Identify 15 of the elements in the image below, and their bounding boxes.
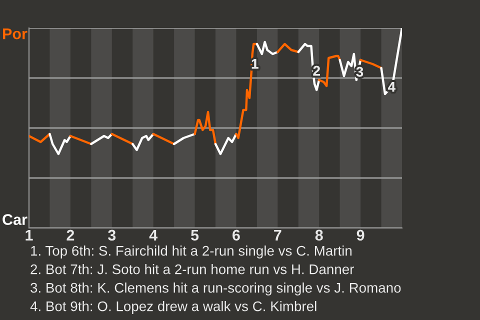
- text: Por: [3, 28, 28, 40]
- text: 2. Bot 7th: J. Soto hit a 2-run home run vs H. Danner: [30, 264, 354, 274]
- x-tick-label: 8: [315, 230, 323, 241]
- x-tick-label: 3: [108, 230, 116, 241]
- x-tick-label: 9: [356, 230, 364, 241]
- text: 3. Bot 8th: K. Clemens hit a run-scoring single vs J. Romano: [30, 282, 401, 296]
- text: 4. Bot 9th: O. Lopez drew a walk vs C. Kimbrel: [30, 301, 316, 314]
- x-tick-label: 7: [274, 230, 282, 240]
- x-tick-label: 4: [149, 230, 158, 240]
- text: 1. Top 6th: S. Fairchild hit a 2-run single vs C. Martin: [31, 246, 352, 258]
- x-tick-label: 1: [26, 230, 33, 240]
- x-tick-label: 6: [232, 230, 240, 241]
- x-tick-label: 5: [191, 230, 199, 241]
- text: Car: [2, 214, 28, 225]
- x-tick-label: 2: [66, 230, 74, 240]
